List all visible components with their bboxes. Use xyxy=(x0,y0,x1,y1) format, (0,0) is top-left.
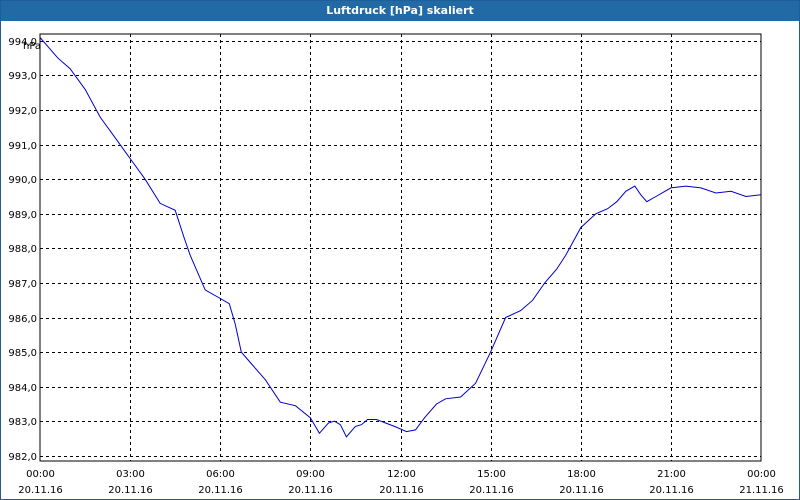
axes: hPa xyxy=(23,33,762,462)
y-tick-label: 985,0 xyxy=(8,348,37,359)
y-tick-label: 991,0 xyxy=(8,141,37,152)
y-tick-label: 993,0 xyxy=(8,71,37,82)
y-tick-label: 986,0 xyxy=(8,314,37,325)
x-tick-time: 12:00 xyxy=(387,469,416,480)
y-tick-label: 992,0 xyxy=(8,106,37,117)
x-tick-date: 20.11.16 xyxy=(379,485,424,496)
y-axis-label: hPa xyxy=(23,41,41,52)
pressure-series-line xyxy=(39,37,762,438)
x-tick-time: 09:00 xyxy=(296,469,325,480)
y-tick-label: 988,0 xyxy=(8,244,37,255)
y-tick-label: 982,0 xyxy=(8,452,37,463)
y-tick-labels: 982,0 983,0 984,0 985,0 986,0 987,0 988,0 989,0… xyxy=(8,37,37,463)
x-tick-date: 20.11.16 xyxy=(198,485,243,496)
x-tick-date: 21.11.16 xyxy=(739,485,784,496)
window-title: Luftdruck [hPa] skaliert xyxy=(1,1,799,21)
x-tick-date: 20.11.16 xyxy=(559,485,604,496)
y-tick-label: 994,0 xyxy=(8,37,37,48)
x-tick-time: 00:00 xyxy=(747,469,776,480)
x-tick-time: 03:00 xyxy=(116,469,145,480)
x-tick-date: 20.11.16 xyxy=(469,485,514,496)
x-tick-labels: 00:00 20.11.16 03:00 20.11.16 06:00 20.11.16 0… xyxy=(18,469,784,496)
x-tick-time: 00:00 xyxy=(26,469,55,480)
y-tick-label: 990,0 xyxy=(8,175,37,186)
x-tick-time: 06:00 xyxy=(206,469,235,480)
x-tick-time: 15:00 xyxy=(477,469,506,480)
y-tick-label: 984,0 xyxy=(8,383,37,394)
x-tick-time: 18:00 xyxy=(567,469,596,480)
x-tick-date: 20.11.16 xyxy=(18,485,63,496)
y-tick-label: 983,0 xyxy=(8,417,37,428)
x-tick-date: 20.11.16 xyxy=(288,485,333,496)
y-tick-label: 989,0 xyxy=(8,210,37,221)
x-tick-date: 20.11.16 xyxy=(108,485,153,496)
grid xyxy=(40,34,761,461)
y-tick-label: 987,0 xyxy=(8,279,37,290)
series-layer xyxy=(39,37,762,438)
plot-frame xyxy=(39,33,762,462)
x-tick-date: 20.11.16 xyxy=(649,485,694,496)
x-tick-time: 21:00 xyxy=(657,469,686,480)
